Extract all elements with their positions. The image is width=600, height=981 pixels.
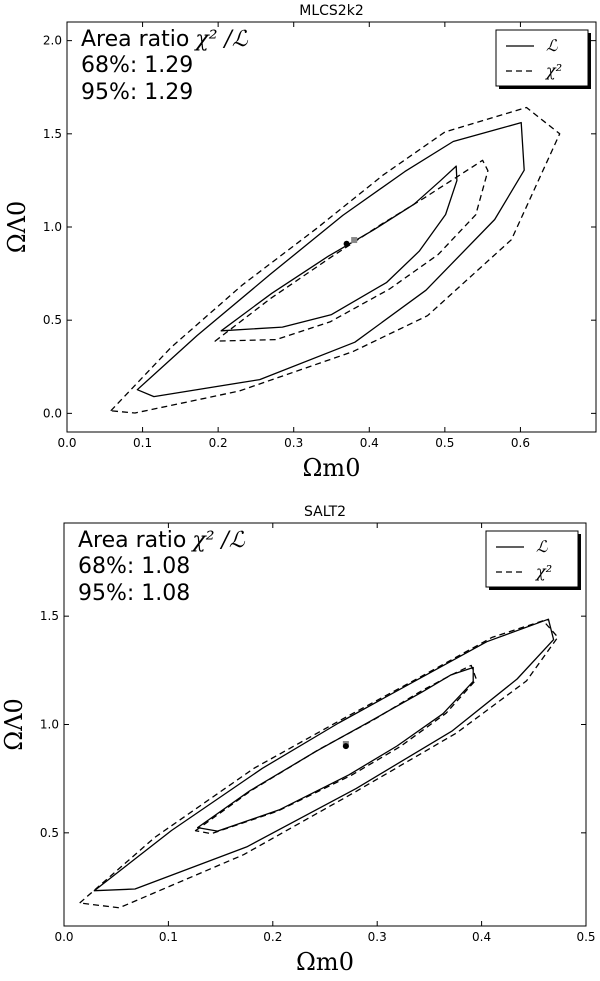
plot-frame (63, 522, 587, 927)
best-fit-likelihood-marker (342, 743, 349, 750)
contour-68-dashed (214, 159, 489, 342)
area-ratio-label: Area ratio (78, 528, 186, 553)
mlcs2k2-panel: MLCS2k2 0.0 0.1 0.2 0.3 0.4 0.5 0.6 0.0 0.5 1.0 1.5… (3, 3, 597, 482)
x-tick-label: 0.0 (54, 930, 73, 944)
x-tick-label: 0.0 (57, 436, 76, 450)
salt2-panel: SALT2 0.0 0.1 0.2 0.3 0.4 0.5 0.5 1.0 1.5 Ωm0 ΩΛ0 Ar… (0, 504, 596, 976)
area-ratio-95: 95%: 1.08 (78, 581, 190, 606)
area-ratio-heading: Area ratio χ² /ℒ (81, 27, 249, 52)
chart-title: MLCS2k2 (299, 3, 363, 19)
y-tick-label: 0.5 (40, 826, 59, 840)
y-tick-label: 1.5 (43, 127, 62, 141)
x-tick-label: 0.2 (209, 436, 228, 450)
x-axis-label: Ωm0 (303, 454, 361, 482)
y-tick-label: 1.5 (40, 609, 59, 623)
x-tick-label: 0.4 (360, 436, 379, 450)
area-ratio-95: 95%: 1.29 (81, 80, 193, 105)
y-axis-label: ΩΛ0 (0, 698, 28, 751)
legend-label: χ² (535, 562, 552, 581)
legend-label: ℒ (536, 537, 548, 556)
y-tick-label: 0.0 (43, 406, 62, 420)
x-axis-label: Ωm0 (296, 948, 354, 976)
best-fit-chi2-marker (351, 237, 358, 244)
x-tick-label: 0.5 (576, 930, 595, 944)
area-ratio-heading: Area ratio χ² /ℒ (78, 528, 246, 553)
x-tick-label: 0.1 (133, 436, 152, 450)
legend-box (495, 29, 589, 87)
y-tick-label: 1.0 (40, 718, 59, 732)
x-tick-label: 0.3 (368, 930, 387, 944)
x-tick-label: 0.2 (263, 930, 282, 944)
area-ratio-68: 68%: 1.29 (81, 53, 193, 78)
contour-68-dashed (194, 664, 478, 835)
y-tick-label: 1.0 (43, 220, 62, 234)
area-ratio-math: χ² /ℒ (190, 528, 246, 553)
x-tick-label: 0.4 (472, 930, 491, 944)
contour-95-dashed (79, 620, 559, 909)
best-fit-likelihood-marker (343, 240, 350, 247)
legend-label: χ² (545, 61, 562, 80)
y-tick-label: 2.0 (43, 34, 62, 48)
x-tick-label: 0.3 (284, 436, 303, 450)
y-tick-label: 0.5 (43, 313, 62, 327)
area-ratio-math: χ² /ℒ (193, 27, 249, 52)
contour-95-solid (93, 618, 555, 892)
x-tick-label: 0.1 (159, 930, 178, 944)
x-tick-label: 0.6 (511, 436, 530, 450)
x-tick-label: 0.5 (435, 436, 454, 450)
contour-68-solid (220, 165, 458, 332)
legend-label: ℒ (546, 36, 558, 55)
legend-box (485, 530, 579, 588)
contour-95-dashed (110, 106, 561, 414)
y-axis-label: ΩΛ0 (3, 201, 31, 254)
area-ratio-68: 68%: 1.08 (78, 554, 190, 579)
contour-95-solid (136, 121, 525, 398)
chart-title: SALT2 (304, 504, 346, 520)
area-ratio-label: Area ratio (81, 27, 189, 52)
